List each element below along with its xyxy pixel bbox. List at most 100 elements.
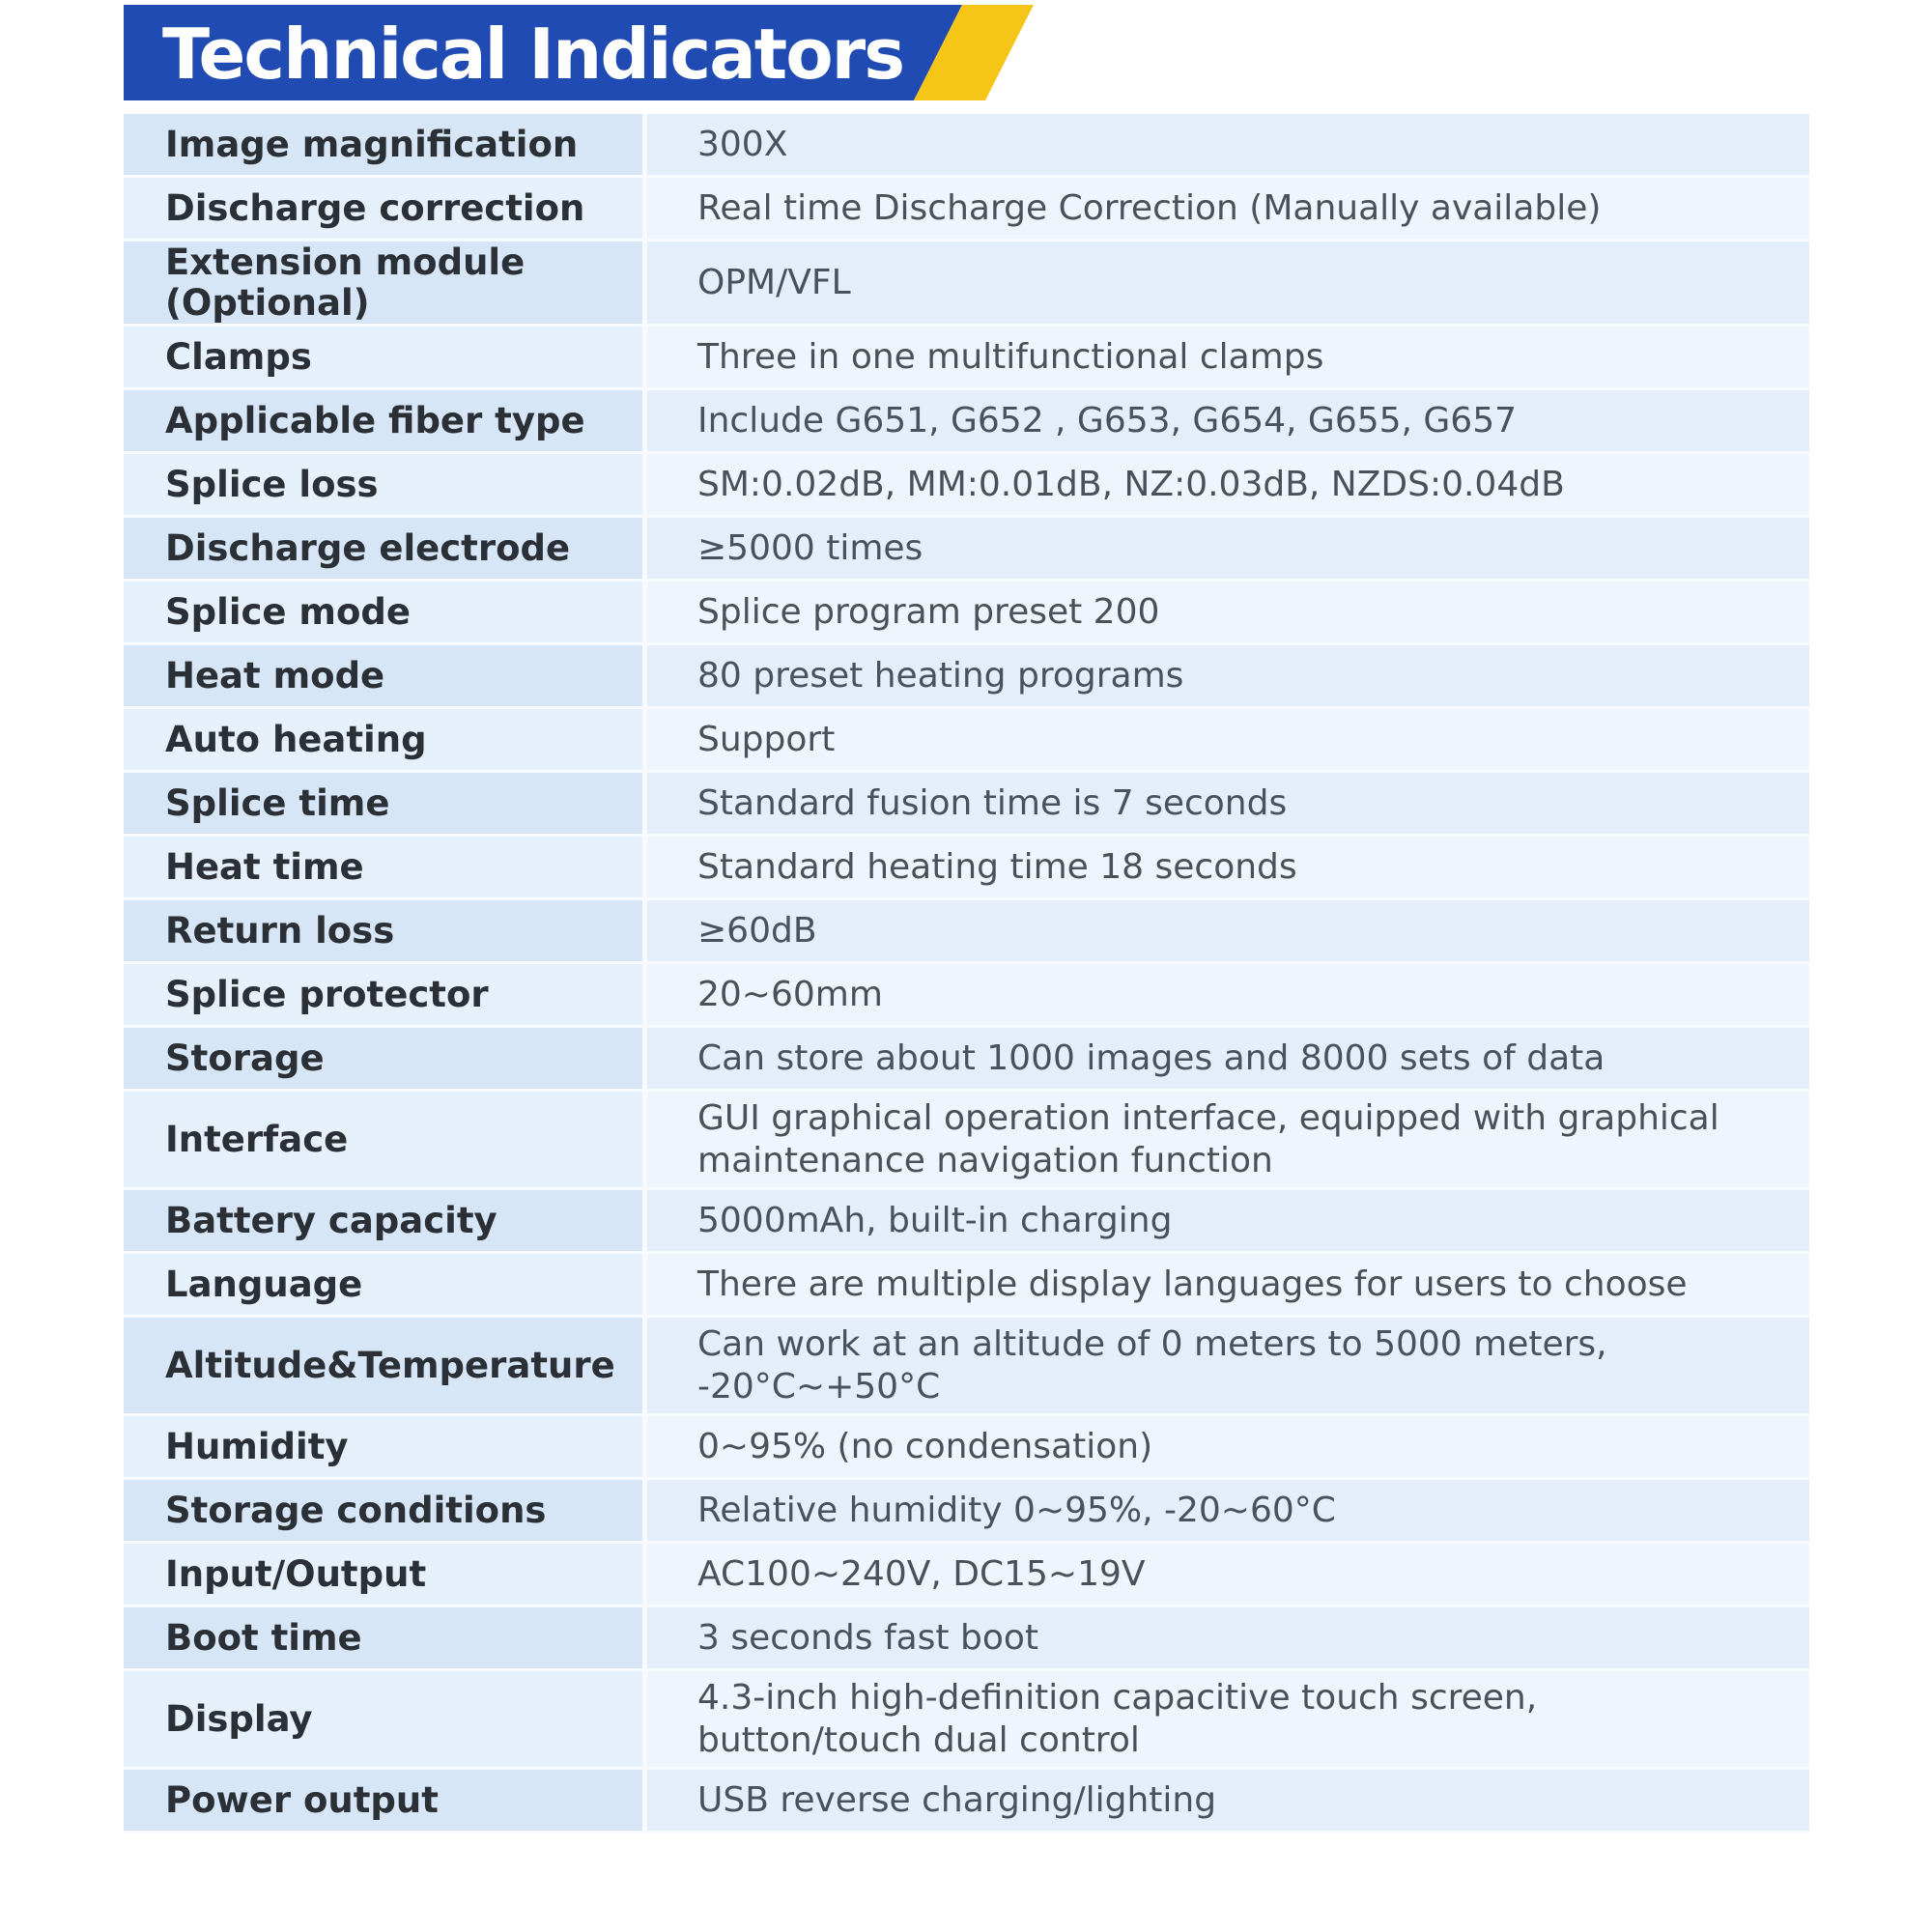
- spec-value: Standard heating time 18 seconds: [697, 846, 1297, 887]
- cell-divider: [642, 900, 647, 961]
- spec-value: Support: [697, 719, 836, 759]
- table-row: Altitude&Temperature Can work at an alti…: [124, 1318, 1809, 1416]
- spec-value: ≥5000 times: [697, 527, 923, 568]
- cell-divider: [642, 1318, 647, 1413]
- spec-value: Can store about 1000 images and 8000 set…: [697, 1037, 1605, 1078]
- table-row: Return loss ≥60dB: [124, 900, 1809, 964]
- spec-label: Interface: [124, 1092, 642, 1187]
- table-row: Splice time Standard fusion time is 7 se…: [124, 773, 1809, 837]
- cell-divider: [642, 964, 647, 1025]
- spec-value: Three in one multifunctional clamps: [697, 336, 1324, 377]
- spec-value: 300X: [697, 124, 788, 164]
- table-row: Discharge correction Real time Discharge…: [124, 178, 1809, 242]
- spec-label: Applicable fiber type: [124, 390, 642, 451]
- spec-label: Altitude&Temperature: [124, 1318, 642, 1413]
- spec-label: Auto heating: [124, 709, 642, 770]
- spec-value: Real time Discharge Correction (Manually…: [697, 187, 1602, 228]
- spec-value: Standard fusion time is 7 seconds: [697, 782, 1288, 823]
- table-row: Image magnification 300X: [124, 114, 1809, 178]
- spec-label: Image magnification: [124, 114, 642, 175]
- cell-divider: [642, 454, 647, 515]
- spec-label: Humidity: [124, 1416, 642, 1477]
- spec-value: Can work at an altitude of 0 meters to 5…: [697, 1323, 1607, 1406]
- spec-value: SM:0.02dB, MM:0.01dB, NZ:0.03dB, NZDS:0.…: [697, 464, 1565, 504]
- table-row: Interface GUI graphical operation interf…: [124, 1092, 1809, 1190]
- cell-divider: [642, 1092, 647, 1187]
- spec-label: Display: [124, 1671, 642, 1767]
- cell-divider: [642, 837, 647, 897]
- cell-divider: [642, 709, 647, 770]
- spec-label: Clamps: [124, 327, 642, 387]
- table-row: Battery capacity 5000mAh, built-in charg…: [124, 1190, 1809, 1254]
- table-row: Discharge electrode ≥5000 times: [124, 518, 1809, 582]
- spec-value: ≥60dB: [697, 910, 817, 951]
- table-row: Splice loss SM:0.02dB, MM:0.01dB, NZ:0.0…: [124, 454, 1809, 518]
- cell-divider: [642, 1544, 647, 1605]
- section-header: Technical Indicators: [124, 5, 1041, 100]
- spec-label: Splice loss: [124, 454, 642, 515]
- table-row: Storage Can store about 1000 images and …: [124, 1028, 1809, 1092]
- spec-value: USB reverse charging/lighting: [697, 1779, 1217, 1820]
- cell-divider: [642, 327, 647, 387]
- table-row: Language There are multiple display lang…: [124, 1254, 1809, 1318]
- cell-divider: [642, 645, 647, 706]
- spec-label: Splice protector: [124, 964, 642, 1025]
- spec-label: Heat time: [124, 837, 642, 897]
- spec-label: Discharge electrode: [124, 518, 642, 579]
- cell-divider: [642, 1254, 647, 1315]
- table-row: Applicable fiber type Include G651, G652…: [124, 390, 1809, 454]
- header-banner: [124, 5, 1034, 100]
- spec-label: Splice time: [124, 773, 642, 834]
- spec-label: Boot time: [124, 1607, 642, 1668]
- table-row: Splice mode Splice program preset 200: [124, 582, 1809, 645]
- cell-divider: [642, 114, 647, 175]
- cell-divider: [642, 582, 647, 642]
- table-row: Power output USB reverse charging/lighti…: [124, 1770, 1809, 1833]
- cell-divider: [642, 1416, 647, 1477]
- cell-divider: [642, 178, 647, 239]
- spec-label: Extension module (Optional): [124, 242, 642, 324]
- table-row: Splice protector 20~60mm: [124, 964, 1809, 1028]
- table-row: Heat time Standard heating time 18 secon…: [124, 837, 1809, 900]
- spec-label: Input/Output: [124, 1544, 642, 1605]
- table-row: Storage conditions Relative humidity 0~9…: [124, 1480, 1809, 1544]
- table-row: Clamps Three in one multifunctional clam…: [124, 327, 1809, 390]
- table-row: Boot time 3 seconds fast boot: [124, 1607, 1809, 1671]
- spec-label: Discharge correction: [124, 178, 642, 239]
- spec-label: Return loss: [124, 900, 642, 961]
- spec-value: 20~60mm: [697, 974, 883, 1014]
- spec-value: GUI graphical operation interface, equip…: [697, 1097, 1719, 1180]
- cell-divider: [642, 242, 647, 324]
- cell-divider: [642, 1480, 647, 1541]
- cell-divider: [642, 1770, 647, 1831]
- cell-divider: [642, 1607, 647, 1668]
- spec-value: Include G651, G652 , G653, G654, G655, G…: [697, 400, 1518, 440]
- table-row: Heat mode 80 preset heating programs: [124, 645, 1809, 709]
- header-yellow-stripe: [914, 5, 1034, 100]
- spec-label: Storage: [124, 1028, 642, 1089]
- spec-label: Heat mode: [124, 645, 642, 706]
- spec-value: 3 seconds fast boot: [697, 1617, 1039, 1658]
- cell-divider: [642, 1671, 647, 1767]
- spec-label: Language: [124, 1254, 642, 1315]
- spec-value: 4.3-inch high-definition capacitive touc…: [697, 1677, 1538, 1760]
- header-blue-band: [124, 5, 962, 100]
- spec-label: Storage conditions: [124, 1480, 642, 1541]
- spec-table: Image magnification 300X Discharge corre…: [124, 114, 1809, 1833]
- spec-value: There are multiple display languages for…: [697, 1264, 1688, 1304]
- spec-label: Splice mode: [124, 582, 642, 642]
- table-row: Auto heating Support: [124, 709, 1809, 773]
- table-row: Input/Output AC100~240V, DC15~19V: [124, 1544, 1809, 1607]
- cell-divider: [642, 1190, 647, 1251]
- spec-value: AC100~240V, DC15~19V: [697, 1553, 1146, 1594]
- cell-divider: [642, 518, 647, 579]
- cell-divider: [642, 773, 647, 834]
- cell-divider: [642, 390, 647, 451]
- spec-value: Splice program preset 200: [697, 591, 1160, 632]
- cell-divider: [642, 1028, 647, 1089]
- spec-value: 5000mAh, built-in charging: [697, 1200, 1173, 1240]
- table-row: Display 4.3-inch high-definition capacit…: [124, 1671, 1809, 1770]
- spec-value: OPM/VFL: [697, 262, 851, 302]
- spec-value: 80 preset heating programs: [697, 655, 1184, 696]
